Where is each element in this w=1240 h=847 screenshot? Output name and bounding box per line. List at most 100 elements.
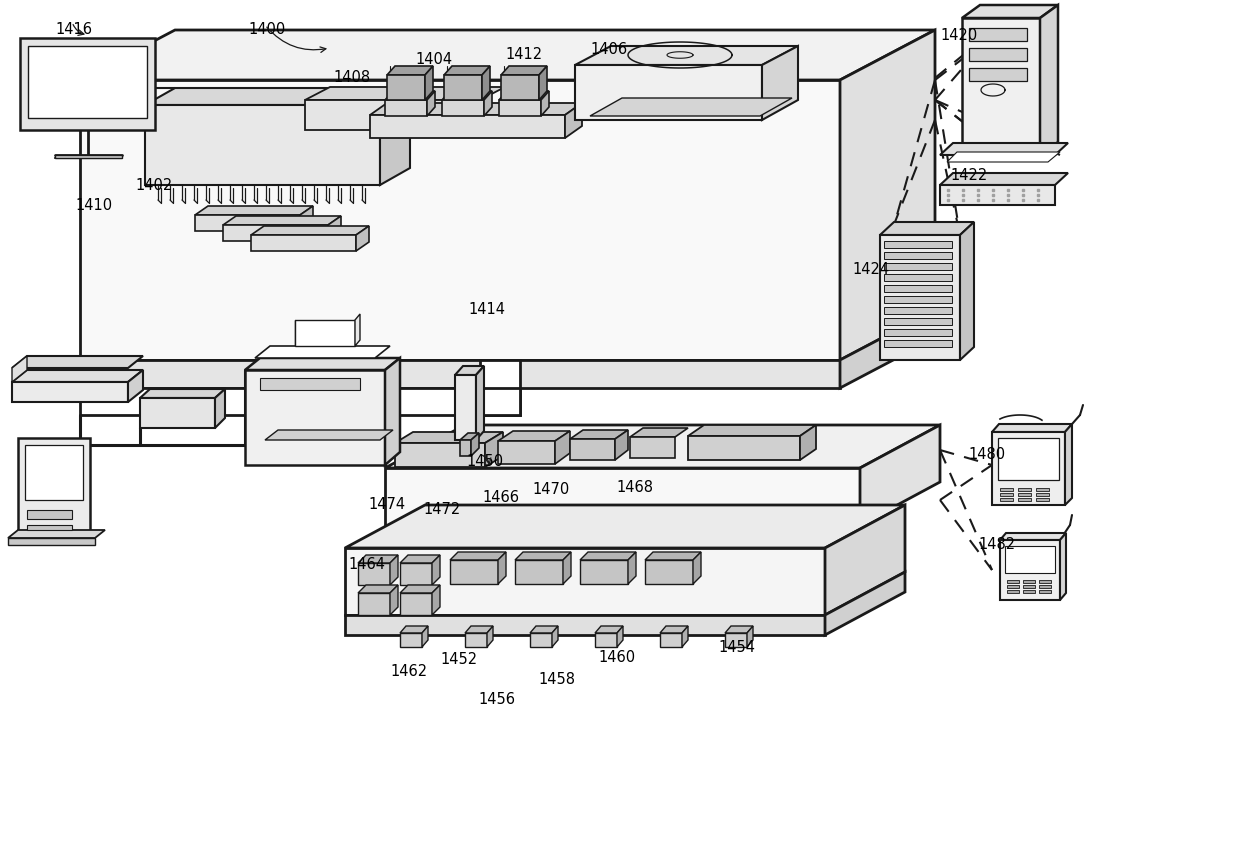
Polygon shape bbox=[370, 103, 582, 115]
Polygon shape bbox=[455, 366, 484, 375]
Polygon shape bbox=[552, 626, 558, 647]
Bar bbox=[999, 488, 1013, 491]
Polygon shape bbox=[379, 88, 410, 185]
Polygon shape bbox=[880, 235, 960, 360]
Polygon shape bbox=[618, 626, 622, 647]
Bar bbox=[1018, 498, 1030, 501]
Polygon shape bbox=[195, 215, 300, 231]
Polygon shape bbox=[81, 388, 520, 415]
Text: 1466: 1466 bbox=[482, 490, 520, 505]
Polygon shape bbox=[839, 310, 935, 388]
Polygon shape bbox=[725, 626, 753, 633]
Polygon shape bbox=[140, 398, 215, 428]
Polygon shape bbox=[422, 626, 428, 647]
Polygon shape bbox=[450, 560, 498, 584]
Polygon shape bbox=[55, 155, 122, 158]
Polygon shape bbox=[250, 226, 370, 235]
Polygon shape bbox=[645, 560, 693, 584]
Polygon shape bbox=[450, 552, 506, 560]
Polygon shape bbox=[630, 428, 688, 437]
Polygon shape bbox=[384, 425, 940, 468]
Polygon shape bbox=[355, 314, 360, 346]
Text: 1460: 1460 bbox=[598, 650, 635, 665]
Bar bbox=[884, 329, 952, 336]
Polygon shape bbox=[401, 593, 432, 615]
Polygon shape bbox=[12, 356, 143, 368]
Polygon shape bbox=[460, 440, 471, 456]
Polygon shape bbox=[960, 222, 973, 360]
Polygon shape bbox=[501, 66, 547, 75]
Polygon shape bbox=[725, 633, 746, 647]
Bar bbox=[1018, 493, 1030, 496]
Text: 1412: 1412 bbox=[505, 47, 542, 62]
Polygon shape bbox=[590, 98, 792, 116]
Polygon shape bbox=[498, 431, 570, 441]
Polygon shape bbox=[329, 216, 341, 241]
Bar bbox=[884, 296, 952, 303]
Polygon shape bbox=[401, 563, 432, 585]
Bar bbox=[884, 285, 952, 292]
Polygon shape bbox=[485, 432, 503, 467]
Polygon shape bbox=[825, 505, 905, 615]
Polygon shape bbox=[427, 91, 435, 116]
Polygon shape bbox=[498, 552, 506, 584]
Polygon shape bbox=[7, 538, 95, 545]
Polygon shape bbox=[370, 115, 565, 138]
Bar bbox=[999, 498, 1013, 501]
Bar bbox=[1007, 590, 1019, 593]
Polygon shape bbox=[465, 633, 487, 647]
Polygon shape bbox=[880, 222, 973, 235]
Polygon shape bbox=[250, 235, 356, 251]
Polygon shape bbox=[595, 633, 618, 647]
Polygon shape bbox=[529, 633, 552, 647]
Bar bbox=[884, 263, 952, 270]
Polygon shape bbox=[396, 432, 503, 443]
Text: 1402: 1402 bbox=[135, 178, 172, 193]
Polygon shape bbox=[580, 552, 636, 560]
Bar bbox=[968, 68, 1027, 81]
Polygon shape bbox=[498, 441, 556, 464]
Polygon shape bbox=[441, 100, 484, 116]
Polygon shape bbox=[401, 585, 440, 593]
Polygon shape bbox=[1004, 546, 1055, 573]
Text: 1424: 1424 bbox=[852, 262, 889, 277]
Bar bbox=[1039, 585, 1052, 588]
Polygon shape bbox=[81, 30, 935, 80]
Polygon shape bbox=[387, 75, 425, 100]
Polygon shape bbox=[460, 433, 479, 440]
Polygon shape bbox=[660, 626, 688, 633]
Bar bbox=[968, 48, 1027, 61]
Text: 1422: 1422 bbox=[950, 168, 987, 183]
Polygon shape bbox=[441, 91, 492, 100]
Polygon shape bbox=[29, 46, 148, 118]
Text: 1458: 1458 bbox=[538, 672, 575, 687]
Polygon shape bbox=[432, 585, 440, 615]
Polygon shape bbox=[627, 552, 636, 584]
Polygon shape bbox=[12, 370, 143, 382]
Polygon shape bbox=[529, 626, 558, 633]
Polygon shape bbox=[401, 626, 428, 633]
Polygon shape bbox=[396, 443, 485, 467]
Polygon shape bbox=[12, 356, 27, 382]
Polygon shape bbox=[358, 555, 398, 563]
Polygon shape bbox=[556, 431, 570, 464]
Polygon shape bbox=[565, 103, 582, 138]
Text: 1464: 1464 bbox=[348, 557, 384, 572]
Polygon shape bbox=[471, 433, 479, 456]
Polygon shape bbox=[861, 425, 940, 525]
Polygon shape bbox=[384, 100, 427, 116]
Bar bbox=[1007, 580, 1019, 583]
Bar bbox=[884, 340, 952, 347]
Polygon shape bbox=[305, 87, 505, 100]
Polygon shape bbox=[195, 206, 312, 215]
Text: 1400: 1400 bbox=[248, 22, 285, 37]
Polygon shape bbox=[992, 432, 1065, 505]
Polygon shape bbox=[223, 216, 341, 225]
Bar bbox=[884, 252, 952, 259]
Polygon shape bbox=[482, 66, 490, 100]
Polygon shape bbox=[128, 370, 143, 402]
Bar bbox=[1023, 580, 1035, 583]
Bar bbox=[1023, 585, 1035, 588]
Polygon shape bbox=[825, 572, 905, 635]
Bar bbox=[27, 525, 72, 530]
